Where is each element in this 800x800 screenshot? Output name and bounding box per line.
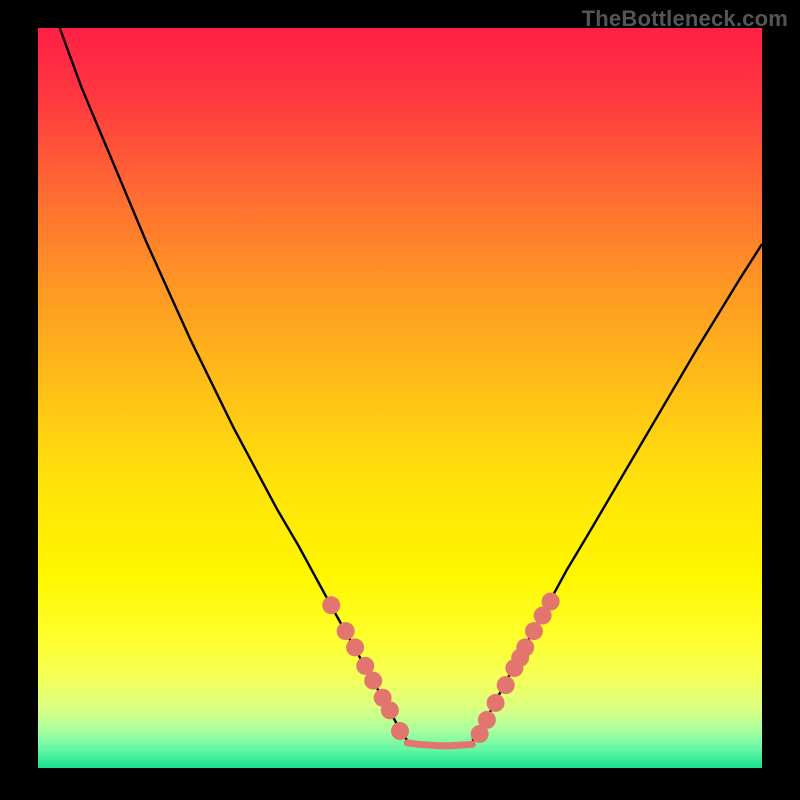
scatter-point — [516, 638, 534, 656]
scatter-point — [487, 694, 505, 712]
scatter-point — [364, 672, 382, 690]
scatter-point — [381, 701, 399, 719]
watermark-text: TheBottleneck.com — [582, 6, 788, 32]
scatter-point — [322, 596, 340, 614]
scatter-point — [542, 593, 560, 611]
scatter-point — [337, 622, 355, 640]
chart-svg — [0, 0, 800, 800]
scatter-point — [391, 722, 409, 740]
scatter-point — [478, 711, 496, 729]
scatter-point — [346, 638, 364, 656]
scatter-point — [525, 622, 543, 640]
scatter-point — [497, 676, 515, 694]
curve-flat-bottom — [407, 743, 472, 746]
chart-stage: TheBottleneck.com — [0, 0, 800, 800]
plot-background — [38, 28, 762, 768]
